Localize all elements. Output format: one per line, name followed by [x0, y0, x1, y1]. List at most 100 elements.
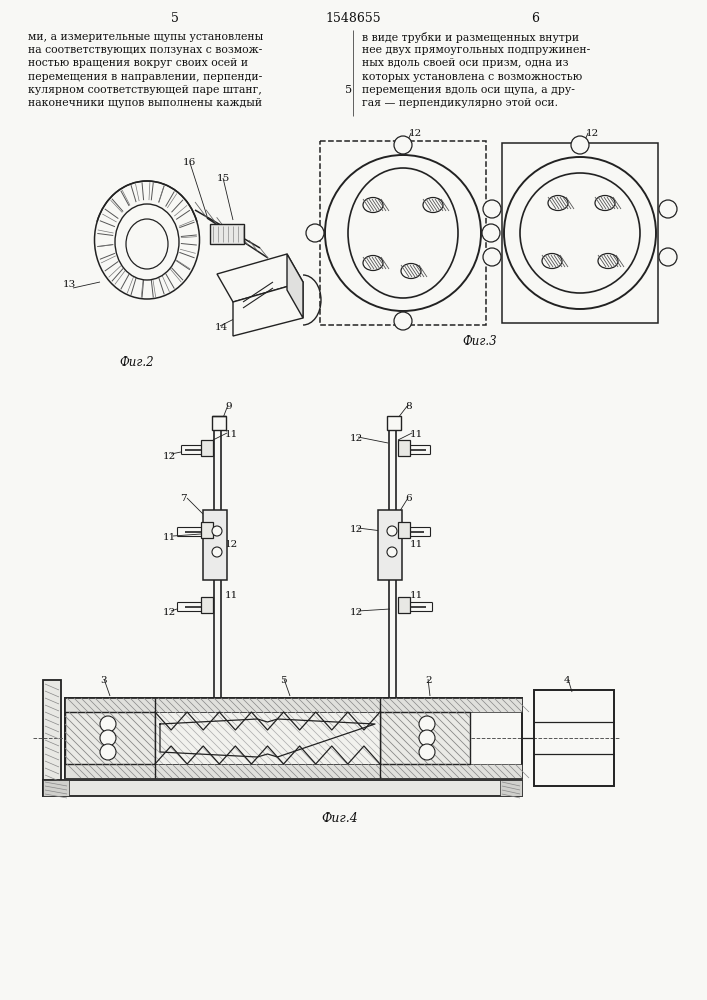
Ellipse shape — [95, 181, 199, 299]
Circle shape — [394, 312, 412, 330]
Circle shape — [212, 547, 222, 557]
Text: 12: 12 — [350, 525, 363, 534]
Bar — [201, 522, 213, 538]
Text: кулярном соответствующей паре штанг,: кулярном соответствующей паре штанг, — [28, 85, 262, 95]
Bar — [320, 141, 486, 325]
Circle shape — [387, 526, 397, 536]
Ellipse shape — [548, 196, 568, 211]
Text: 11: 11 — [410, 591, 423, 600]
Ellipse shape — [598, 253, 618, 268]
Circle shape — [419, 744, 435, 760]
Ellipse shape — [542, 253, 562, 268]
Circle shape — [504, 157, 656, 309]
Text: 11: 11 — [225, 430, 238, 439]
Text: 6: 6 — [531, 12, 539, 25]
Polygon shape — [233, 282, 303, 336]
Ellipse shape — [126, 219, 168, 269]
Bar — [65, 764, 522, 778]
Bar — [201, 597, 213, 613]
Text: нее двух прямоугольных подпружинен-: нее двух прямоугольных подпружинен- — [362, 45, 590, 55]
Text: ных вдоль своей оси призм, одна из: ных вдоль своей оси призм, одна из — [362, 58, 568, 68]
Circle shape — [387, 547, 397, 557]
Ellipse shape — [595, 196, 615, 211]
Text: 11: 11 — [163, 533, 176, 542]
Bar — [398, 597, 410, 613]
Text: 12: 12 — [350, 608, 363, 617]
Text: 4: 4 — [564, 676, 571, 685]
Bar — [378, 510, 402, 580]
Text: 12: 12 — [564, 243, 577, 252]
Ellipse shape — [401, 263, 421, 278]
Text: которых установлена с возможностью: которых установлена с возможностью — [362, 72, 583, 82]
Circle shape — [419, 730, 435, 746]
Text: 6: 6 — [405, 494, 411, 503]
Ellipse shape — [363, 198, 383, 213]
Text: гая — перпендикулярно этой оси.: гая — перпендикулярно этой оси. — [362, 98, 558, 108]
Circle shape — [482, 224, 500, 242]
Text: 5: 5 — [280, 676, 286, 685]
Text: 1548655: 1548655 — [325, 12, 381, 25]
Circle shape — [659, 200, 677, 218]
Bar — [398, 522, 410, 538]
Text: Фиг.2: Фиг.2 — [119, 356, 154, 369]
Bar — [43, 780, 69, 796]
Text: 14: 14 — [215, 323, 228, 332]
Text: ностью вращения вокруг своих осей и: ностью вращения вокруг своих осей и — [28, 58, 248, 68]
Circle shape — [100, 744, 116, 760]
Text: 5: 5 — [345, 85, 352, 95]
Bar — [398, 440, 410, 456]
Circle shape — [100, 716, 116, 732]
Text: 15: 15 — [217, 174, 230, 183]
Bar — [500, 780, 522, 796]
Text: Фиг.4: Фиг.4 — [322, 812, 358, 825]
Circle shape — [419, 716, 435, 732]
Circle shape — [100, 730, 116, 746]
Polygon shape — [217, 254, 303, 302]
Text: 13: 13 — [63, 280, 76, 289]
Bar — [380, 712, 470, 764]
Ellipse shape — [348, 168, 458, 298]
Text: ми, а измерительные щупы установлены: ми, а измерительные щупы установлены — [28, 32, 263, 42]
Circle shape — [306, 224, 324, 242]
Text: перемещения в направлении, перпенди-: перемещения в направлении, перпенди- — [28, 72, 262, 82]
Text: 12: 12 — [586, 129, 600, 138]
Bar — [203, 510, 227, 580]
Circle shape — [212, 526, 222, 536]
Bar — [534, 690, 614, 786]
Text: 11: 11 — [410, 540, 423, 549]
Circle shape — [394, 136, 412, 154]
Text: 11: 11 — [225, 591, 238, 600]
Circle shape — [325, 155, 481, 311]
Bar — [212, 416, 226, 430]
Bar — [65, 698, 522, 712]
Text: 2: 2 — [425, 676, 432, 685]
Text: 8: 8 — [405, 402, 411, 411]
Bar — [502, 143, 658, 323]
Bar — [65, 698, 522, 778]
Circle shape — [483, 200, 501, 218]
Text: наконечники щупов выполнены каждый: наконечники щупов выполнены каждый — [28, 98, 262, 108]
Text: 9: 9 — [225, 402, 232, 411]
Bar — [210, 224, 244, 244]
Text: 12: 12 — [379, 238, 392, 247]
Bar — [155, 712, 380, 764]
Polygon shape — [287, 254, 303, 318]
Ellipse shape — [115, 204, 179, 280]
Text: 7: 7 — [180, 494, 187, 503]
Text: 16: 16 — [183, 158, 197, 167]
Bar — [43, 680, 61, 796]
Text: в виде трубки и размещенных внутри: в виде трубки и размещенных внутри — [362, 32, 579, 43]
Text: 12: 12 — [225, 540, 238, 549]
Bar — [387, 416, 401, 430]
Text: 12: 12 — [409, 129, 422, 138]
Text: 3: 3 — [100, 676, 107, 685]
Text: Фиг.3: Фиг.3 — [462, 335, 497, 348]
Bar — [65, 712, 155, 764]
Circle shape — [659, 248, 677, 266]
Ellipse shape — [423, 198, 443, 213]
Text: 12: 12 — [350, 434, 363, 443]
Text: 12: 12 — [163, 452, 176, 461]
Bar — [201, 440, 213, 456]
Text: 12: 12 — [163, 608, 176, 617]
Ellipse shape — [363, 255, 383, 270]
